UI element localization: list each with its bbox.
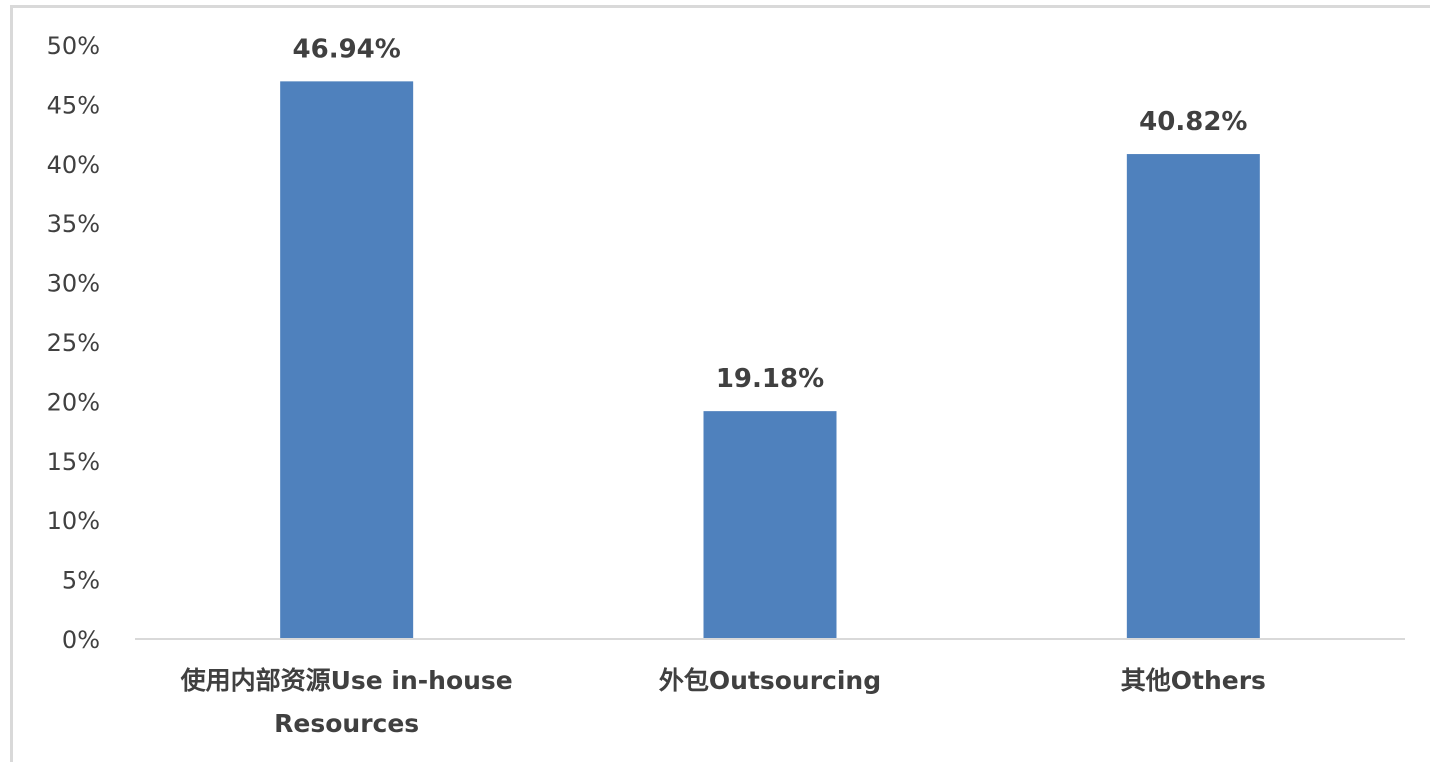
x-category-label: 使用内部资源Use in-house <box>180 666 513 695</box>
data-label: 19.18% <box>716 364 824 394</box>
chart-frame-left <box>10 5 13 762</box>
bar <box>1126 154 1260 639</box>
y-tick-label: 30% <box>47 270 100 298</box>
y-tick-label: 40% <box>47 151 100 179</box>
bar <box>703 411 837 639</box>
x-category-label: 外包Outsourcing <box>659 666 881 695</box>
y-tick-label: 25% <box>47 329 100 357</box>
y-tick-label: 5% <box>62 567 100 595</box>
chart-frame-top <box>10 5 1430 8</box>
x-category-label: 其他Others <box>1121 666 1266 695</box>
y-tick-label: 10% <box>47 507 100 535</box>
x-category-label: Resources <box>274 709 419 738</box>
y-tick-label: 0% <box>62 626 100 654</box>
y-tick-label: 45% <box>47 91 100 119</box>
y-tick-label: 20% <box>47 388 100 416</box>
data-label: 46.94% <box>293 34 401 64</box>
bar <box>280 81 414 640</box>
y-tick-label: 50% <box>47 32 100 60</box>
y-tick-label: 35% <box>47 210 100 238</box>
y-tick-label: 15% <box>47 448 100 476</box>
data-label: 40.82% <box>1139 107 1247 137</box>
